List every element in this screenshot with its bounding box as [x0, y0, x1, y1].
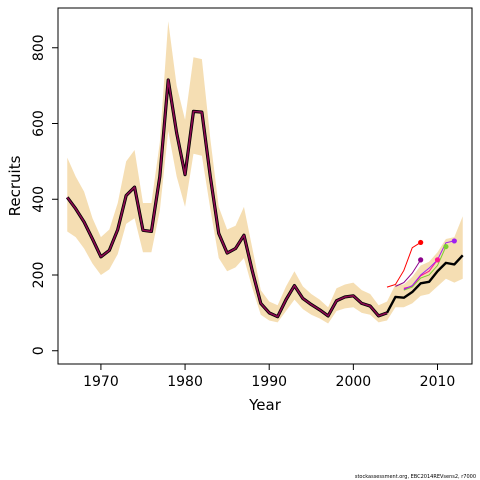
y-tick-label-800: 800	[31, 34, 47, 61]
retro-peel-line-5	[403, 240, 455, 290]
x-tick-label-1980: 1980	[167, 374, 203, 390]
x-tick-label-2010: 2010	[420, 374, 456, 390]
y-tick-label-0: 0	[31, 346, 47, 355]
retro-peel-line-4	[403, 246, 447, 291]
x-tick-label-1990: 1990	[251, 374, 287, 390]
retro-peel-line-3	[395, 259, 422, 287]
x-tick-label-2000: 2000	[336, 374, 372, 390]
footer-credit: stockassessment.org, EBC2014REVsens2, r7…	[354, 474, 476, 480]
x-axis: 1970 1980 1990 2000 2010	[83, 364, 455, 390]
y-tick-label-400: 400	[31, 186, 47, 213]
retro-peel-endpoint-3	[418, 257, 424, 263]
y-tick-label-200: 200	[31, 262, 47, 289]
retro-peel-line-1	[386, 242, 421, 288]
y-axis: 0 200 400 600 800	[31, 34, 58, 355]
x-axis-title: Year	[248, 396, 282, 414]
retro-peel-endpoint-5	[451, 238, 457, 244]
x-tick-label-1970: 1970	[83, 374, 119, 390]
y-axis-title: Recruits	[6, 155, 24, 216]
y-tick-label-600: 600	[31, 110, 47, 137]
retro-peel-endpoint-2	[434, 257, 441, 263]
recruits-line-final	[385, 254, 464, 314]
plot-area-frame	[57, 7, 473, 365]
recruits-line-outline	[65, 78, 388, 319]
retro-endpoints-layer	[418, 238, 457, 263]
retro-peel-endpoint-4	[443, 243, 449, 250]
confidence-band	[67, 21, 463, 324]
recruits-line-retro-overlay	[66, 79, 388, 318]
confidence-band-layer	[67, 21, 463, 324]
retro-peel-endpoint-1	[418, 239, 424, 246]
series-lines-layer	[65, 78, 464, 319]
